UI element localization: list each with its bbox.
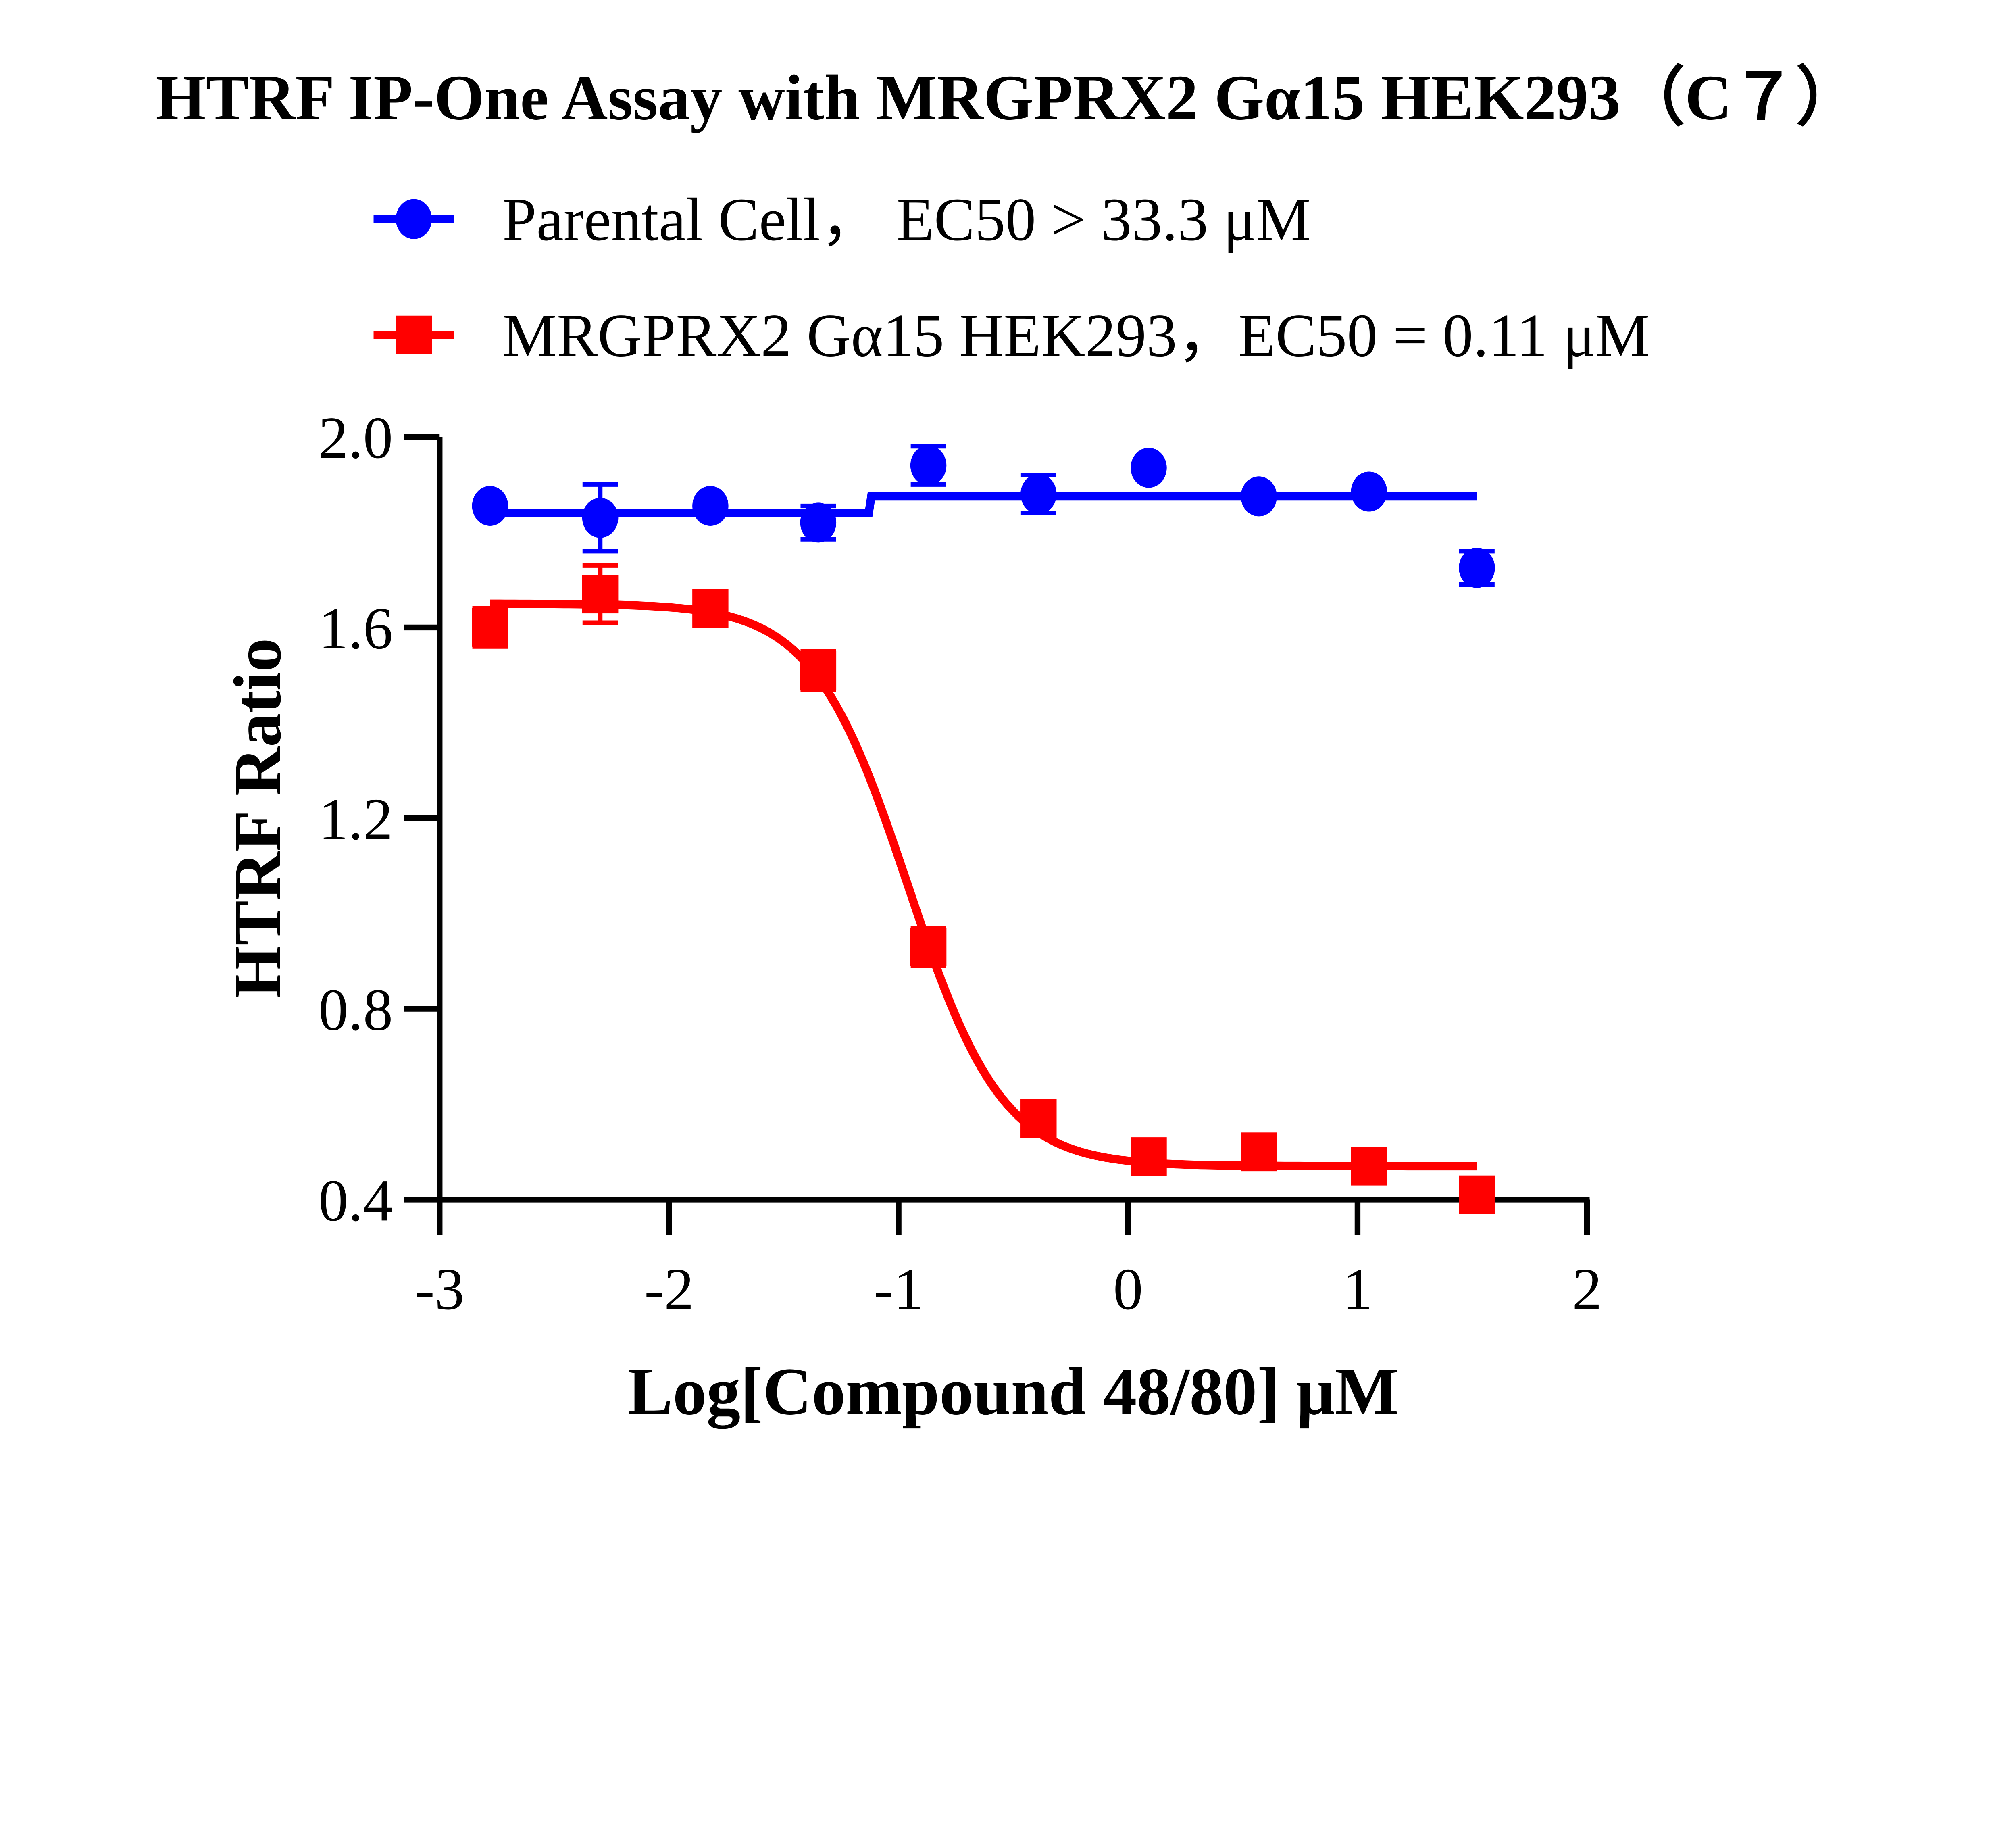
data-point (1241, 476, 1277, 517)
series-circle (472, 444, 1495, 588)
chart: HTRF IP-One Assay with MRGPRX2 Gα15 HEK2… (156, 62, 1860, 1429)
data-point (1351, 1147, 1387, 1186)
y-tick-label: 1.2 (319, 786, 393, 852)
x-tick-label: 1 (1343, 1256, 1372, 1322)
legend-marker (396, 315, 432, 354)
data-point (472, 608, 508, 647)
data-point (1351, 471, 1387, 512)
axes: -3 -2 -1 0 1 2 0.4 0.8 1.2 1.6 2.0 (319, 404, 1602, 1322)
x-tick-label: -3 (415, 1256, 464, 1322)
data-point (1459, 548, 1495, 588)
y-axis-label: HTRF Ratio (221, 638, 295, 998)
fit-curve (490, 492, 1477, 517)
data-point (1241, 1132, 1277, 1172)
data-point (910, 445, 947, 486)
data-point (1131, 1137, 1167, 1176)
x-axis-label: Log[Compound 48/80] μM (628, 1354, 1399, 1429)
y-tick-label: 1.6 (319, 595, 393, 661)
legend-label: MRGPRX2 Gα15 HEK293，EC50 = 0.11 μM (502, 302, 1650, 369)
data-point (472, 486, 508, 526)
x-tick-label: -1 (874, 1256, 923, 1322)
plot-area (472, 444, 1495, 1214)
series-square (472, 563, 1495, 1214)
legend-item: MRGPRX2 Gα15 HEK293，EC50 = 0.11 μM (373, 302, 1650, 369)
y-tick-label: 2.0 (319, 404, 393, 471)
data-point (1020, 1099, 1057, 1138)
legend-label: Parental Cell， EC50 > 33.3 μM (502, 186, 1311, 253)
legend-marker (396, 199, 432, 239)
data-point (1020, 474, 1057, 514)
chart-title: HTRF IP-One Assay with MRGPRX2 Gα15 HEK2… (156, 62, 1860, 133)
x-tick-label: 0 (1113, 1256, 1143, 1322)
x-tick-label: 2 (1572, 1256, 1602, 1322)
data-point (582, 498, 619, 538)
data-point (800, 651, 837, 690)
x-tick-label: -2 (644, 1256, 694, 1322)
legend: Parental Cell， EC50 > 33.3 μM MRGPRX2 Gα1… (373, 186, 1650, 369)
data-point (1459, 1175, 1495, 1214)
y-tick-label: 0.8 (319, 977, 393, 1043)
data-point (910, 927, 947, 966)
legend-item: Parental Cell， EC50 > 33.3 μM (373, 186, 1311, 253)
fit-curve (490, 599, 1477, 1171)
data-point (1131, 448, 1167, 488)
data-point (800, 502, 837, 543)
data-point (692, 589, 729, 628)
data-point (692, 486, 729, 526)
data-point (582, 575, 619, 614)
y-tick-label: 0.4 (319, 1167, 393, 1233)
